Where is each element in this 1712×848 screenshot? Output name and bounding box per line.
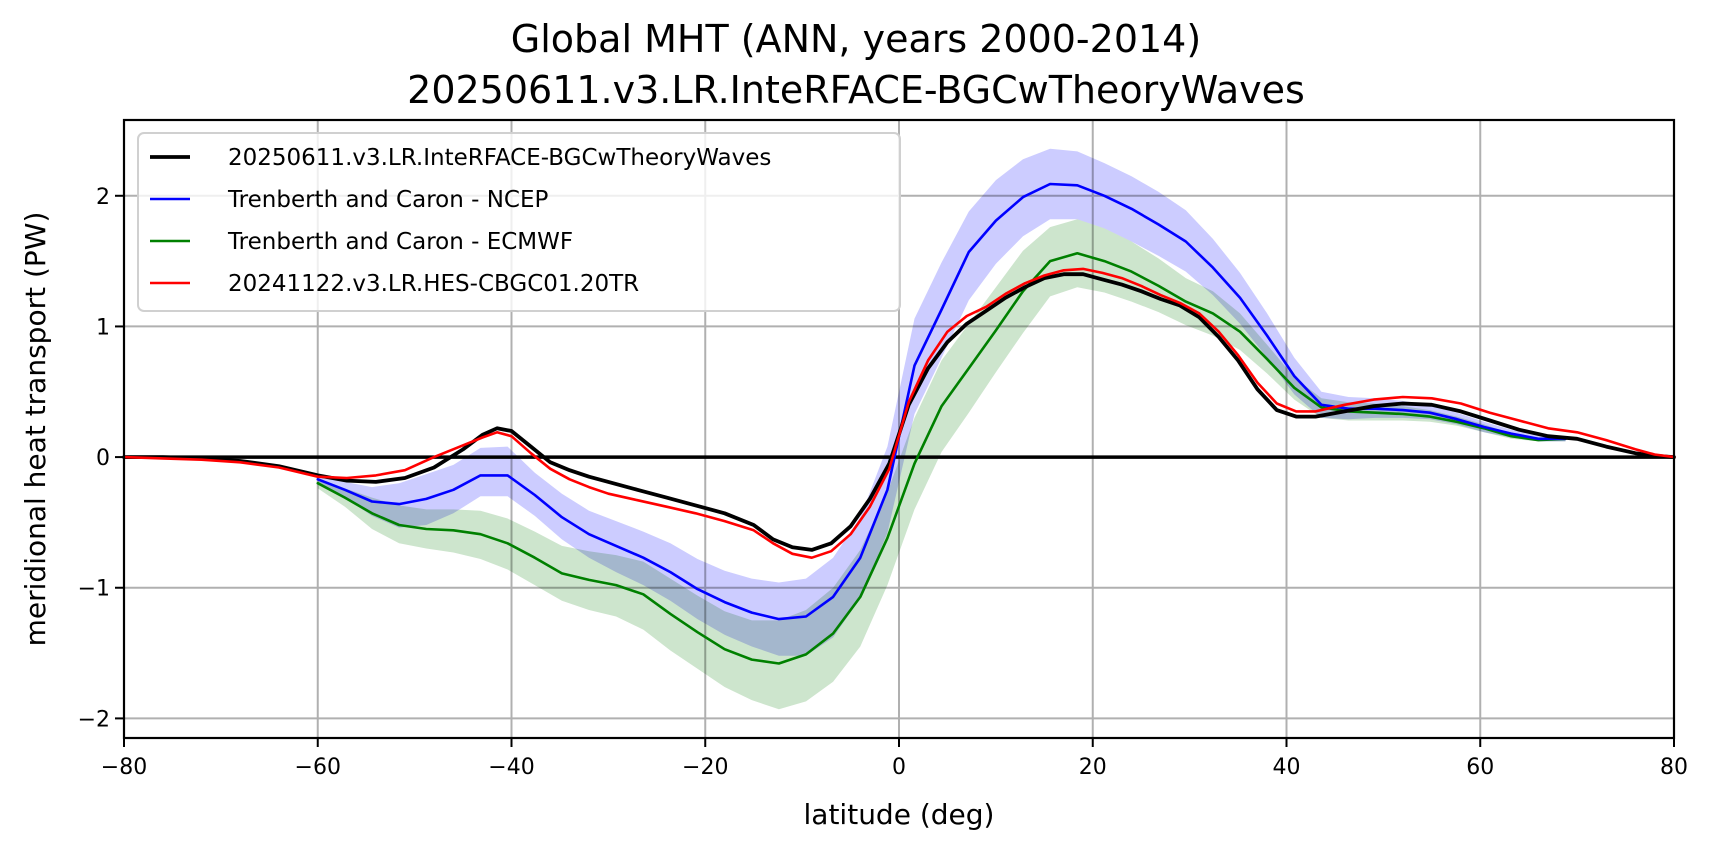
legend-label: 20250611.v3.LR.InteRFACE-BGCwTheoryWaves [228,145,771,171]
x-axis-label: latitude (deg) [804,798,995,831]
uncertainty-band [317,219,1566,710]
x-axis-ticks: −80 −60 −40 −20 0 20 40 60 80 [101,738,1688,780]
y-axis-label: meridional heat transport (PW) [19,212,52,647]
legend-label: Trenberth and Caron - ECMWF [227,229,573,255]
series-line [122,272,1676,552]
legend-frame [137,132,901,312]
y-tick-label: 0 [96,446,110,471]
legend: 20250611.v3.LR.InteRFACE-BGCwTheoryWaves… [137,132,901,312]
y-axis-ticks: −2 −1 0 1 2 [78,185,124,732]
x-tick-label: 80 [1660,755,1688,780]
series-line [122,267,1676,560]
legend-label: 20241122.v3.LR.HES-CBGC01.20TR [228,271,639,297]
uncertainty-bands [317,148,1566,710]
y-tick-label: 2 [96,185,110,210]
y-tick-label: −1 [78,577,110,602]
chart-subtitle: 20250611.v3.LR.InteRFACE-BGCwTheoryWaves [407,68,1305,112]
x-tick-label: −60 [295,755,341,780]
y-tick-label: 1 [96,315,110,340]
chart-title: Global MHT (ANN, years 2000-2014) [511,17,1201,61]
x-tick-label: −80 [101,755,147,780]
x-tick-label: 20 [1079,755,1107,780]
x-tick-label: 40 [1273,755,1301,780]
series-lines [122,182,1676,665]
uncertainty-band [317,148,1566,656]
x-tick-label: −40 [488,755,534,780]
x-tick-label: −20 [682,755,728,780]
series-line [316,252,1567,665]
x-tick-label: 0 [892,755,906,780]
x-tick-label: 60 [1466,755,1494,780]
y-tick-label: −2 [78,707,110,732]
legend-label: Trenberth and Caron - NCEP [227,187,549,213]
